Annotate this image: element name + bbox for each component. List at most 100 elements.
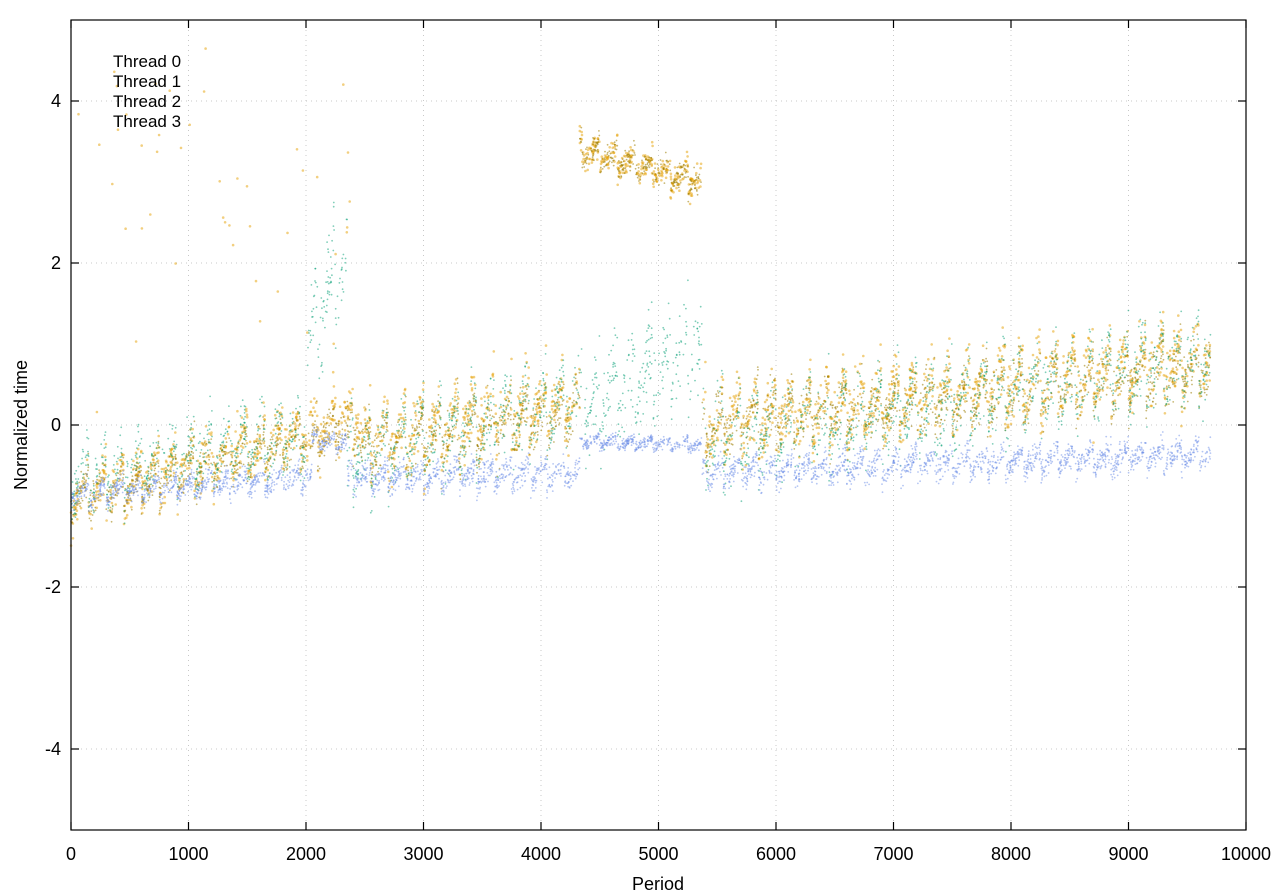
data-point [420,416,422,419]
data-point [104,455,107,459]
data-point [1184,370,1187,373]
data-point [79,505,81,507]
data-point [480,417,483,420]
data-point [394,433,396,435]
data-point [1075,391,1079,395]
data-point [240,436,242,439]
data-point [724,415,727,418]
data-point [182,492,185,494]
data-point [536,398,538,401]
data-point [115,84,119,88]
data-point [1093,403,1095,406]
data-point [578,406,581,408]
data-point [230,444,233,448]
data-point [1077,374,1081,377]
data-point [193,497,197,500]
data-point [263,414,266,417]
data-point [317,451,319,454]
data-point [253,441,256,444]
data-point [625,158,628,161]
data-point [1031,382,1035,386]
data-point [1135,369,1138,372]
data-point [760,455,764,459]
data-point [515,439,518,443]
data-point [1207,374,1210,377]
data-point [434,409,437,412]
data-point [269,431,273,435]
data-point [332,342,336,346]
data-point [301,465,304,468]
data-point [1012,362,1015,365]
data-point [170,447,174,451]
data-point [533,446,536,449]
data-point [964,369,966,372]
data-point [480,397,483,400]
data-point [763,418,767,422]
data-point [1012,402,1015,404]
data-point [346,424,349,427]
data-point [563,436,566,438]
data-point [1100,357,1103,361]
data-point [260,447,263,450]
data-point [264,445,266,447]
data-point [1206,364,1209,367]
data-point [1049,361,1052,365]
data-point [83,478,86,481]
data-point [1203,382,1206,386]
data-point [351,387,354,391]
data-point [209,449,212,451]
data-point [89,494,92,497]
data-point [931,411,934,414]
data-point [611,157,614,160]
data-point [806,394,808,397]
data-point [1042,405,1044,408]
data-point [1093,392,1096,395]
data-point [192,455,194,457]
data-point [1165,385,1168,388]
data-point [255,437,259,441]
data-point [716,390,719,392]
data-point [1053,350,1056,353]
data-point [894,407,897,409]
data-point [95,410,99,414]
data-point [882,413,885,415]
data-point [685,176,687,179]
data-point [667,160,670,163]
data-point [431,410,434,413]
data-point [870,390,872,393]
data-point [141,484,144,487]
data-point [903,387,906,390]
data-point [1082,354,1086,357]
data-point [602,161,605,164]
data-point [971,430,974,432]
data-point [1083,395,1086,397]
data-point [453,382,457,386]
data-point [703,412,705,415]
data-point [1106,344,1110,348]
data-point [335,438,338,441]
data-point [316,441,320,444]
data-point [617,169,620,172]
data-point [432,417,436,421]
data-point [140,507,143,510]
data-point [354,443,357,445]
data-point [143,507,146,509]
data-point [1202,386,1206,390]
data-point [458,436,461,440]
data-point [891,370,895,373]
data-point [428,435,431,438]
data-point [149,472,152,475]
data-point [740,443,743,445]
data-point [805,418,807,420]
data-point [81,480,84,483]
data-point [936,404,938,407]
data-point [756,374,759,377]
data-point [322,426,325,429]
data-point [99,499,102,502]
data-point [1129,400,1132,403]
data-point [1092,441,1095,444]
data-point [386,399,389,403]
data-point [865,433,869,437]
data-point [391,453,394,456]
data-point [399,433,403,436]
